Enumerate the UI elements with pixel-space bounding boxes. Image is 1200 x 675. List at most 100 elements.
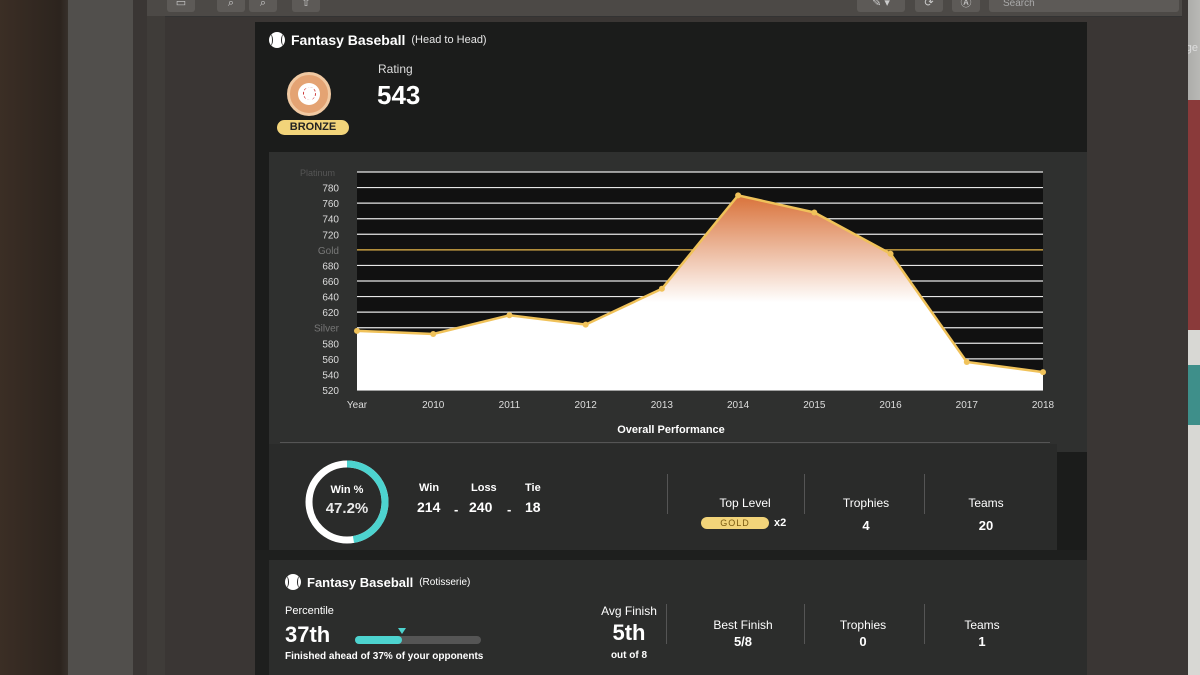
x-tick-label: 2011	[499, 400, 521, 411]
sidebar-strip	[147, 16, 165, 675]
data-point	[811, 209, 818, 216]
divider	[666, 604, 667, 644]
profile-page: Fantasy Baseball (Head to Head) BRONZE R…	[255, 22, 1087, 675]
divider	[804, 604, 805, 644]
teams-value: 20	[978, 518, 994, 533]
rating-chart-panel: 520 540 560 580 Silver 620 640 660 680 Gold 720 740…	[269, 152, 1087, 452]
share-button[interactable]: ⇧	[292, 0, 320, 12]
teams-label: Teams	[964, 618, 1000, 632]
gold-pill: GOLD	[701, 517, 769, 529]
tie-value: 18	[525, 499, 541, 515]
y-tick-label: 620	[322, 308, 339, 319]
data-point	[582, 321, 589, 328]
zoom-in-button[interactable]: ⌕	[249, 0, 277, 12]
annotate-icon: Ⓐ	[960, 0, 972, 9]
y-tick-label: 780	[322, 184, 339, 195]
x-tick-label: 2016	[879, 400, 902, 411]
y-tick-label: Gold	[318, 246, 339, 257]
zoom-in-icon: ⌕	[259, 0, 267, 9]
teams-value: 1	[978, 634, 986, 649]
percentile-bar-fill	[355, 636, 402, 644]
sidebar-toggle-button[interactable]: ▭	[167, 0, 195, 12]
data-point	[1040, 369, 1046, 376]
gold-multiplier: x2	[774, 517, 787, 529]
data-point	[887, 250, 894, 257]
divider	[667, 474, 668, 514]
y-tick-label: 580	[322, 339, 339, 350]
data-point	[506, 312, 513, 319]
loss-label: Loss	[471, 482, 497, 494]
percentile-bar	[355, 628, 481, 644]
x-tick-label: 2017	[956, 400, 979, 411]
sidebar-icon: ▭	[175, 0, 187, 9]
sport-title: Fantasy Baseball	[307, 574, 414, 590]
browser-toolbar: ▭ ⌕ ⌕ ⇧ ✎ ▾ ⟳ Ⓐ Search	[147, 0, 1182, 17]
rotate-icon: ⟳	[924, 0, 934, 9]
annotate-button[interactable]: Ⓐ	[952, 0, 980, 12]
rating-value: 543	[377, 80, 421, 110]
trophies-label: Trophies	[842, 496, 890, 510]
trophies-value: 0	[859, 634, 867, 649]
divider	[924, 604, 925, 644]
zoom-out-button[interactable]: ⌕	[217, 0, 245, 12]
percentile-note: Finished ahead of 37% of your opponents	[285, 651, 484, 662]
record-separator: -	[454, 502, 459, 517]
data-point	[430, 330, 437, 337]
overall-performance-title: Overall Performance	[617, 424, 725, 436]
avg-finish-label: Avg Finish	[601, 604, 657, 618]
trophies-value: 4	[862, 518, 870, 533]
card-title: Fantasy Baseball (Head to Head)	[269, 32, 487, 48]
league-mode: (Rotisserie)	[419, 576, 471, 588]
x-tick-label: Year	[347, 400, 368, 411]
rating-chart: 520 540 560 580 Silver 620 640 660 680 Gold 720 740…	[300, 168, 1055, 411]
bronze-badge-icon	[287, 72, 331, 116]
y-tick-label: 560	[322, 355, 339, 366]
stats-row: Win % 47.2% Win Loss Tie 214 - 240 - 18 …	[269, 444, 1057, 550]
x-tick-label: 2010	[422, 400, 445, 411]
x-tick-label: 2012	[575, 400, 598, 411]
y-tick-label: 640	[322, 293, 339, 304]
x-tick-label: 2015	[803, 400, 826, 411]
partial-text: ge	[1185, 42, 1198, 54]
markup-button[interactable]: ✎ ▾	[857, 0, 905, 12]
y-tick-label: 720	[322, 230, 339, 241]
baseball-icon	[269, 32, 285, 48]
win-percentage-ring	[305, 460, 389, 544]
head-to-head-card: Fantasy Baseball (Head to Head) BRONZE R…	[255, 22, 1087, 550]
tier-pill: BRONZE	[277, 120, 349, 135]
doorframe	[68, 0, 138, 675]
zoom-out-icon: ⌕	[227, 0, 235, 9]
divider	[804, 474, 805, 514]
x-tick-label: 2013	[651, 400, 674, 411]
share-icon: ⇧	[301, 0, 311, 9]
trophies-label: Trophies	[839, 618, 887, 632]
avg-finish-sub: out of 8	[610, 650, 648, 661]
x-tick-label: 2014	[727, 400, 750, 411]
divider	[924, 474, 925, 514]
divider	[280, 442, 1050, 443]
percentile-label: Percentile	[285, 605, 334, 617]
win-pct-label: Win %	[330, 484, 364, 496]
top-level-label: Top Level	[719, 496, 771, 510]
search-field[interactable]: Search	[989, 0, 1179, 12]
data-point	[658, 285, 665, 292]
league-mode: (Head to Head)	[411, 34, 487, 46]
win-label: Win	[419, 482, 440, 494]
best-finish-label: Best Finish	[713, 618, 773, 632]
y-tick-label: 520	[322, 386, 339, 397]
y-tick-label: 540	[322, 370, 339, 381]
win-pct-value: 47.2%	[325, 500, 369, 517]
sport-title: Fantasy Baseball	[291, 32, 406, 48]
best-finish-value: 5/8	[733, 634, 753, 649]
y-tick-label: 760	[322, 199, 339, 210]
y-tick-label: 660	[322, 277, 339, 288]
search-placeholder: Search	[1003, 0, 1035, 9]
percentile-marker-icon	[397, 628, 406, 634]
card-title: Fantasy Baseball (Rotisserie)	[285, 574, 470, 590]
data-point	[354, 327, 360, 334]
baseball-icon	[285, 574, 301, 590]
series-line	[356, 193, 1044, 374]
rotisserie-card: Fantasy Baseball (Rotisserie) Percentile…	[269, 560, 1087, 675]
rotate-button[interactable]: ⟳	[915, 0, 943, 12]
room-background-left	[0, 0, 150, 675]
